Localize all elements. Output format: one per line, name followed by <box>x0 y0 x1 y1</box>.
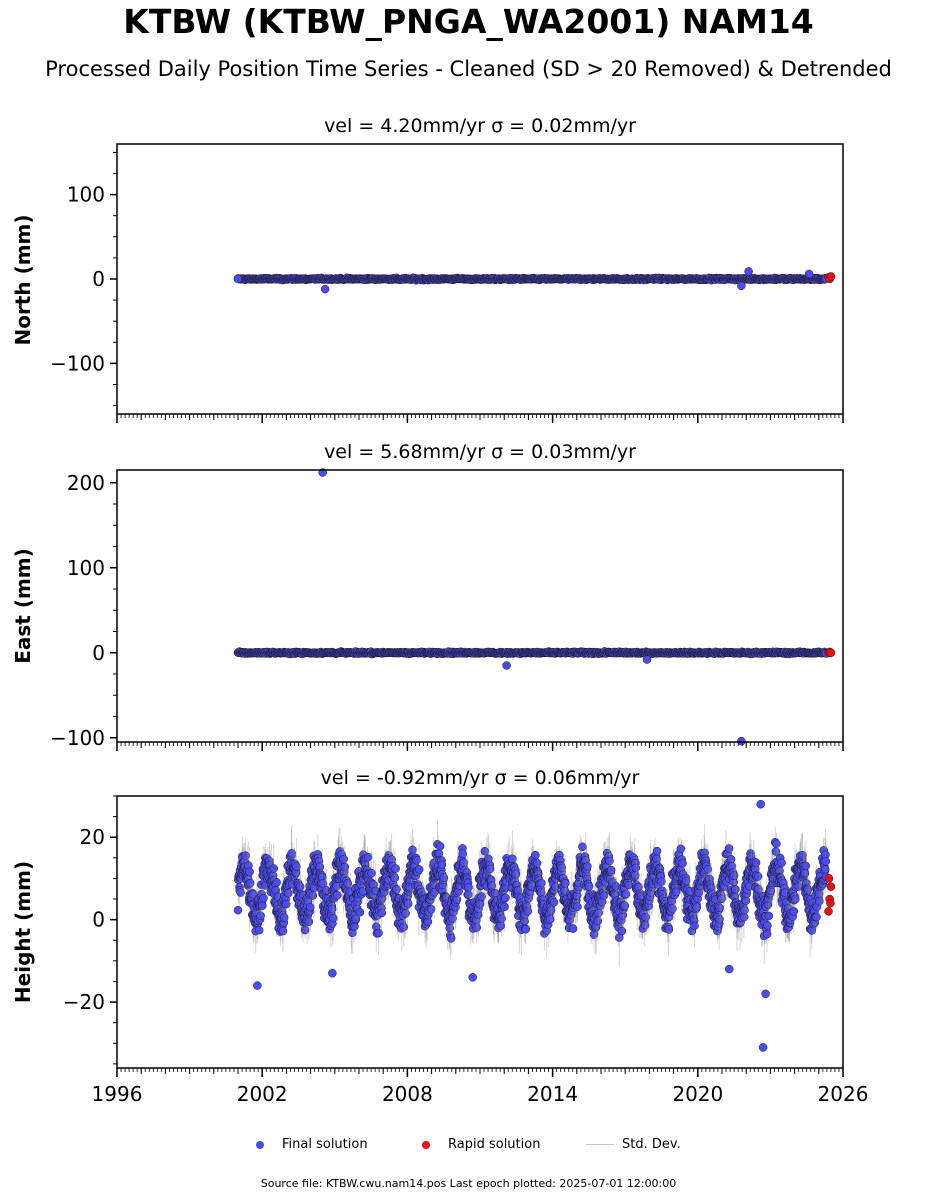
y-tick-label: 100 <box>67 556 105 580</box>
final-solution-point <box>446 934 456 943</box>
figure-subtitle: Processed Daily Position Time Series - C… <box>45 57 892 81</box>
final-solution-point <box>259 894 268 903</box>
final-solution-point <box>233 905 243 915</box>
panel-1-ylabel: North (mm) <box>11 214 35 345</box>
panel-2-title: vel = 5.68mm/yr σ = 0.03mm/yr <box>324 441 636 463</box>
final-solution-point <box>363 852 373 862</box>
panel-2-ylabel: East (mm) <box>11 548 35 664</box>
final-solution-point <box>320 284 330 294</box>
final-solution-point <box>367 869 376 878</box>
final-solution-point <box>414 865 424 874</box>
y-tick-label: 0 <box>92 641 105 665</box>
final-solution-point <box>501 893 510 903</box>
final-solution-point <box>737 281 746 290</box>
final-solution-point <box>233 274 243 284</box>
final-solution-point <box>377 908 386 918</box>
axes-frame <box>116 469 844 743</box>
final-solution-point <box>256 911 265 920</box>
final-solution-point <box>245 867 254 877</box>
final-solution-point <box>399 922 409 932</box>
final-solution-point <box>744 267 753 276</box>
y-tick-label: 100 <box>67 183 105 207</box>
panel-1-title: vel = 4.20mm/yr σ = 0.02mm/yr <box>324 115 636 137</box>
y-tick-label: 200 <box>67 471 105 495</box>
final-solution-point <box>537 878 546 888</box>
panel-3-title: vel = -0.92mm/yr σ = 0.06mm/yr <box>321 767 640 789</box>
final-solution-point <box>511 869 521 878</box>
final-solution-point <box>254 925 264 935</box>
final-solution-point <box>329 913 338 923</box>
final-solution-point <box>269 864 278 873</box>
final-solution-point <box>485 864 495 874</box>
final-solution-point <box>292 862 301 871</box>
final-solution-point <box>583 862 592 871</box>
final-solution-point <box>804 269 814 279</box>
final-solution-point <box>458 849 468 859</box>
y-tick-label: −100 <box>50 726 105 750</box>
final-solution-point <box>502 661 511 670</box>
final-solution-point <box>272 878 281 887</box>
final-solution-point <box>568 924 578 933</box>
figure-title: KTBW (KTBW_PNGA_WA2001) NAM14 <box>123 2 814 41</box>
final-solution-point <box>500 902 509 912</box>
final-solution-point <box>308 891 318 900</box>
final-solution-point <box>464 883 473 892</box>
final-solution-point <box>258 901 267 910</box>
y-tick-label: −100 <box>50 351 105 375</box>
final-solution-point <box>283 888 293 898</box>
final-solution-point <box>435 842 445 851</box>
final-solution-point <box>300 925 310 935</box>
final-solution-point <box>496 921 506 930</box>
y-tick-label: 0 <box>92 267 105 291</box>
final-solution-point <box>391 864 400 873</box>
final-solution-point <box>306 902 315 912</box>
rapid-solution-point <box>826 648 836 657</box>
panel-3-ylabel: Height (mm) <box>11 861 35 1003</box>
final-solution-point <box>304 917 314 926</box>
final-solution-point <box>642 655 652 664</box>
final-solution-point <box>521 924 531 934</box>
final-solution-point <box>737 736 746 746</box>
final-solution-point <box>355 908 365 917</box>
rapid-solution-point <box>826 272 836 281</box>
